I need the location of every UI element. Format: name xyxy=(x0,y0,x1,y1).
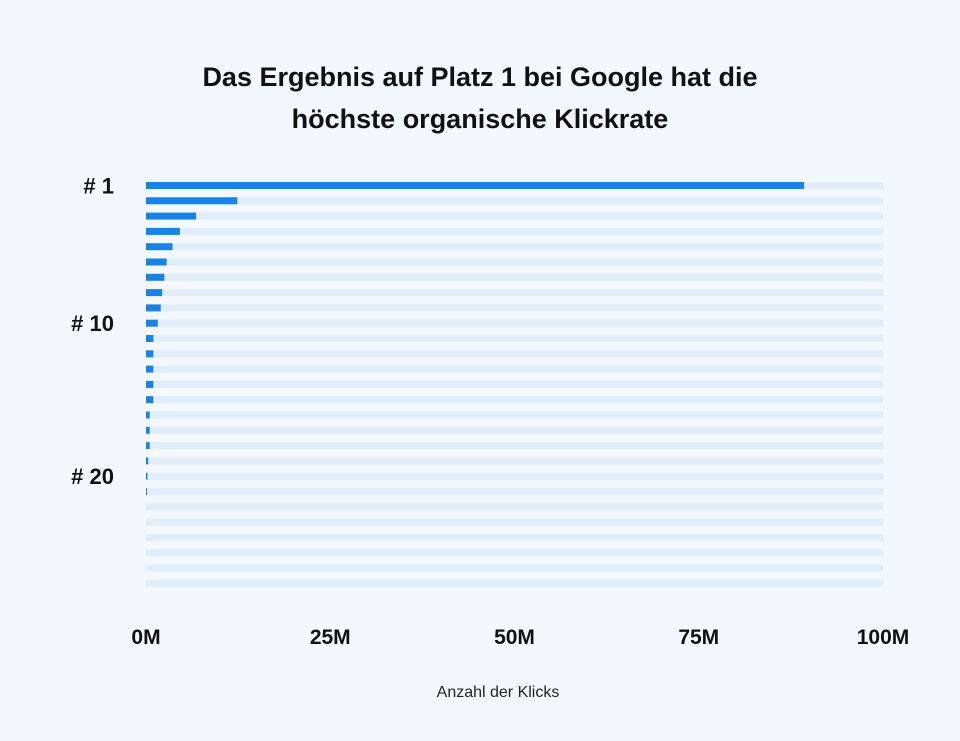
bar-track xyxy=(146,579,883,587)
bar-track xyxy=(146,426,883,434)
bar-rank-8 xyxy=(146,289,163,297)
bar-track xyxy=(146,442,883,450)
bar-rank-5 xyxy=(146,243,173,251)
x-tick-label: 100M xyxy=(857,626,910,649)
bar-track xyxy=(146,212,883,220)
bar-rank-12 xyxy=(146,350,154,358)
bar-track xyxy=(146,243,883,251)
bar-rank-7 xyxy=(146,273,165,281)
bar-track xyxy=(146,457,883,465)
bar-track xyxy=(146,549,883,557)
bar-track xyxy=(146,380,883,388)
bar-rank-11 xyxy=(146,335,154,342)
bar-rank-21 xyxy=(146,488,147,495)
bar-rank-4 xyxy=(146,227,180,235)
bar-track xyxy=(146,319,883,327)
bar-track xyxy=(146,335,883,342)
bar-rank-2 xyxy=(146,197,238,205)
bar-rank-9 xyxy=(146,304,161,312)
chart-title-line-2: höchste organische Klickrate xyxy=(291,104,669,134)
bar-track xyxy=(146,304,883,312)
bar-rank-1 xyxy=(146,182,805,189)
bar-rank-3 xyxy=(146,212,197,220)
rank-label: # 10 xyxy=(71,311,114,336)
bar-rank-6 xyxy=(146,258,167,266)
bar-rank-15 xyxy=(146,396,154,404)
x-tick-label: 0M xyxy=(131,626,160,649)
bar-track xyxy=(146,227,883,235)
bar-rank-10 xyxy=(146,319,158,327)
bar-rank-19 xyxy=(146,457,149,465)
bar-rank-17 xyxy=(146,426,150,434)
bar-track xyxy=(146,273,883,281)
bar-track xyxy=(146,411,883,419)
bar-rank-18 xyxy=(146,442,150,450)
bar-track xyxy=(146,258,883,266)
bar-track xyxy=(146,503,883,511)
x-tick-label: 25M xyxy=(310,626,351,649)
chart-title-line-1: Das Ergebnis auf Platz 1 bei Google hat … xyxy=(202,62,758,92)
bar-track xyxy=(146,564,883,572)
rank-label: # 20 xyxy=(71,464,114,489)
bar-track xyxy=(146,350,883,358)
bar-rank-13 xyxy=(146,365,154,373)
bar-track xyxy=(146,396,883,404)
x-axis-title: Anzahl der Klicks xyxy=(437,684,560,701)
bar-track xyxy=(146,289,883,297)
bar-rank-16 xyxy=(146,411,150,419)
bar-track xyxy=(146,518,883,526)
bar-track xyxy=(146,365,883,373)
x-tick-label: 50M xyxy=(494,626,535,649)
bar-rank-20 xyxy=(146,472,148,480)
bar-track xyxy=(146,533,883,541)
rank-label: # 1 xyxy=(83,174,114,199)
bar-track xyxy=(146,472,883,480)
bar-track xyxy=(146,488,883,495)
x-tick-label: 75M xyxy=(678,626,719,649)
bar-track xyxy=(146,197,883,205)
bar-rank-14 xyxy=(146,380,154,388)
